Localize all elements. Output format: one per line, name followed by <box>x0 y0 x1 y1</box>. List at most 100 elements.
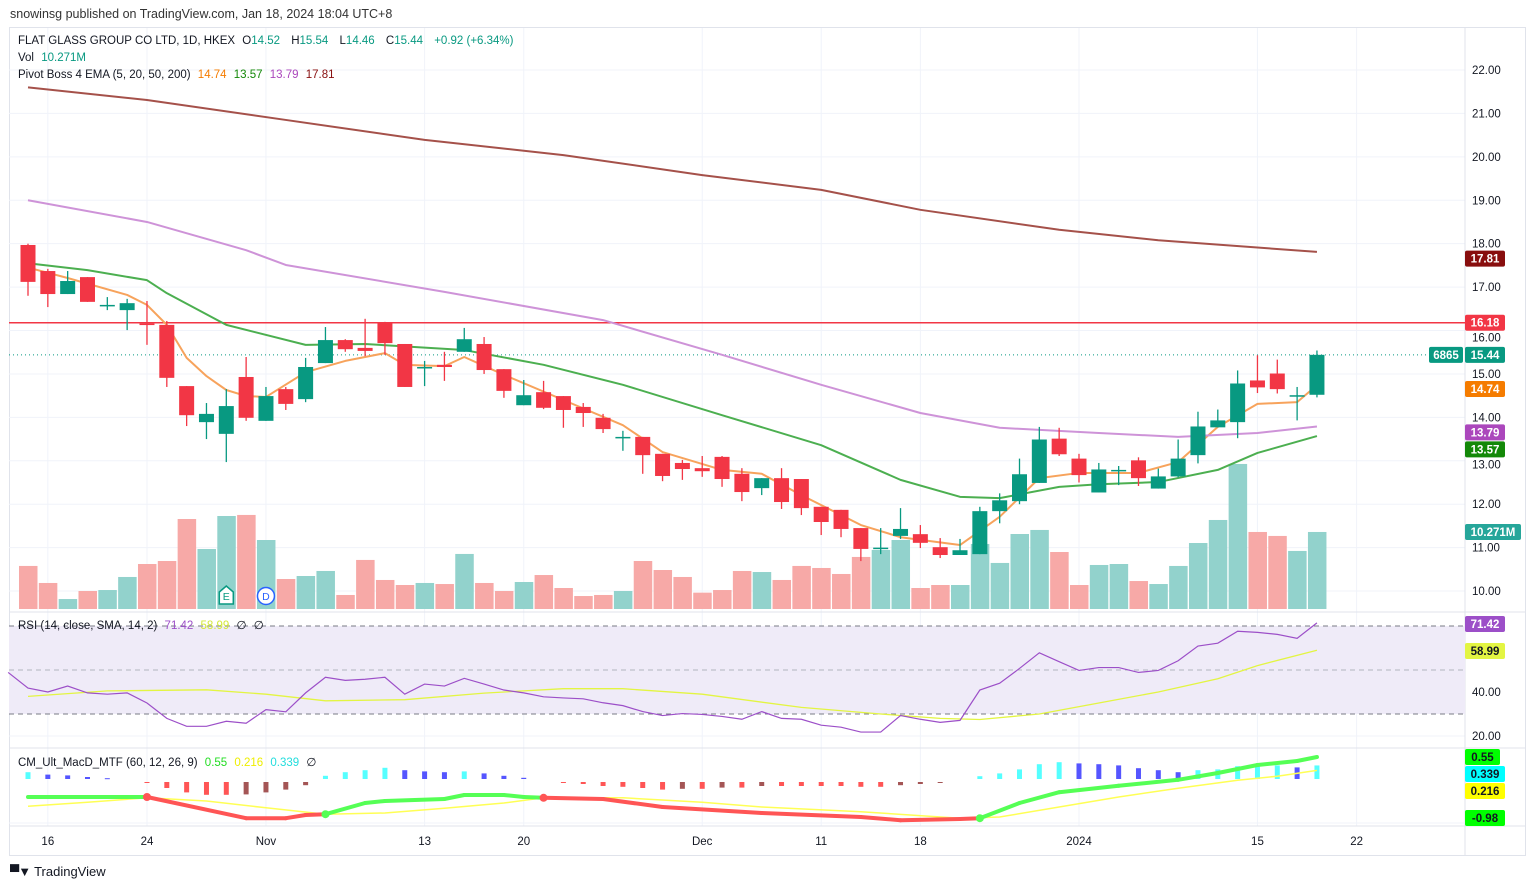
candle-up <box>60 271 76 295</box>
event-marker-label: D <box>262 591 270 603</box>
candle-down <box>813 506 829 536</box>
candle-down <box>40 268 56 308</box>
candle-body <box>1111 469 1127 472</box>
volume-bar <box>1307 531 1327 609</box>
volume-bar <box>19 565 38 609</box>
volume-bar <box>594 594 613 609</box>
volume-bar <box>276 579 296 609</box>
candle-body <box>1190 426 1206 456</box>
macd-histogram-bar <box>798 782 804 786</box>
candle-body <box>357 347 373 351</box>
macd-badge-bg <box>1465 810 1505 826</box>
macd-histogram-bar <box>620 782 626 787</box>
rsi-tick-label: 40.00 <box>1472 687 1501 699</box>
candle-body <box>1249 380 1265 388</box>
candle-body <box>655 453 671 476</box>
volume-bar <box>455 553 474 609</box>
rsi-legend: RSI (14, close, SMA, 14, 2) 71.42 58.99 … <box>18 618 268 632</box>
candle-down <box>496 369 512 398</box>
macd-line-segment <box>501 793 526 799</box>
candle-down <box>595 413 611 433</box>
price-badge: 16.18 <box>1471 318 1500 330</box>
candle-down <box>714 456 730 487</box>
open-value: 14.52 <box>251 35 281 47</box>
candle-body <box>238 376 254 418</box>
macd-line-segment <box>1116 777 1181 788</box>
macd-plot <box>25 755 1320 823</box>
candle-up <box>218 389 234 463</box>
candle-body <box>1031 439 1047 483</box>
candle-up <box>99 297 115 311</box>
volume-bar <box>1149 584 1168 609</box>
macd-badge: 0.216 <box>1471 786 1500 798</box>
candle-down <box>793 479 809 516</box>
volume-bar <box>177 519 197 609</box>
high-label: H <box>291 35 300 47</box>
ema5-value: 14.74 <box>197 69 227 81</box>
macd-histogram-bar <box>164 782 170 788</box>
candle-body <box>198 413 214 423</box>
candle-down <box>20 243 36 296</box>
time-tick-label: Nov <box>256 836 277 848</box>
volume-bar <box>336 594 355 609</box>
price-tick-label: 12.00 <box>1472 499 1501 511</box>
macd-histogram-bar <box>25 772 31 779</box>
rsi-na-2: ∅ <box>253 620 264 632</box>
price-tick-label: 11.00 <box>1472 543 1500 555</box>
candle-body <box>1309 354 1325 395</box>
candle-up <box>298 357 314 403</box>
macd-histogram-bar <box>660 782 666 790</box>
macd-histogram-bar <box>1036 764 1042 779</box>
ema50-value: 13.79 <box>269 69 299 81</box>
price-tick-label: 18.00 <box>1472 239 1501 251</box>
macd-histogram-bar <box>521 777 527 779</box>
macd-histogram-bar <box>501 775 507 779</box>
volume-bar <box>1089 564 1109 609</box>
macd-line-segment <box>1215 763 1260 775</box>
macd-line-segment <box>601 797 665 809</box>
candle-up <box>972 506 988 555</box>
price-badge: 15.44 <box>1471 350 1500 362</box>
macd-histogram-bar <box>898 782 904 786</box>
volume-bar <box>673 576 692 609</box>
axis-badges: 17.81 16.18 15.44 6865 14.74 13.79 13.57 10.271… <box>1429 250 1521 826</box>
volume-bar <box>752 572 772 609</box>
volume-bar <box>970 543 990 609</box>
candle-body <box>99 304 115 307</box>
rsi-band <box>9 625 1465 715</box>
macd-histogram-bar <box>441 772 447 779</box>
price-badge-bg <box>1465 250 1505 267</box>
price-badge-bg <box>1465 380 1505 397</box>
candle-down <box>674 459 690 480</box>
macd-line-segment <box>1057 783 1121 795</box>
candle-body <box>714 456 730 480</box>
candle-up <box>417 360 433 387</box>
volume-bar <box>732 570 752 609</box>
rsi-sma-value: 58.99 <box>200 620 230 632</box>
candle-body <box>397 343 413 387</box>
volume-bar <box>375 579 395 609</box>
volume-bar <box>1109 564 1129 609</box>
macd-histogram-bar <box>997 773 1003 779</box>
macd-value: 0.55 <box>204 757 228 769</box>
low-label: L <box>339 35 346 47</box>
volume-bar <box>118 576 137 609</box>
candle-up <box>1210 409 1226 428</box>
price-tick-label: 14.00 <box>1472 412 1501 424</box>
volume-bar <box>792 565 811 609</box>
time-tick-label: 11 <box>815 836 827 848</box>
candle-up <box>198 403 214 440</box>
candle-up <box>754 478 770 496</box>
candle-down <box>536 380 552 410</box>
price-badge-bg <box>1465 424 1505 441</box>
rsi-lines <box>7 622 1318 733</box>
symbol-title: FLAT GLASS GROUP CO LTD, 1D, HKEX <box>18 35 236 47</box>
volume-bar <box>217 516 236 609</box>
price-tick-label: 21.00 <box>1472 108 1501 120</box>
macd-line-segment <box>1017 790 1062 805</box>
candle-down <box>159 320 175 387</box>
candle-up <box>1150 468 1166 489</box>
candle-body <box>615 436 631 439</box>
